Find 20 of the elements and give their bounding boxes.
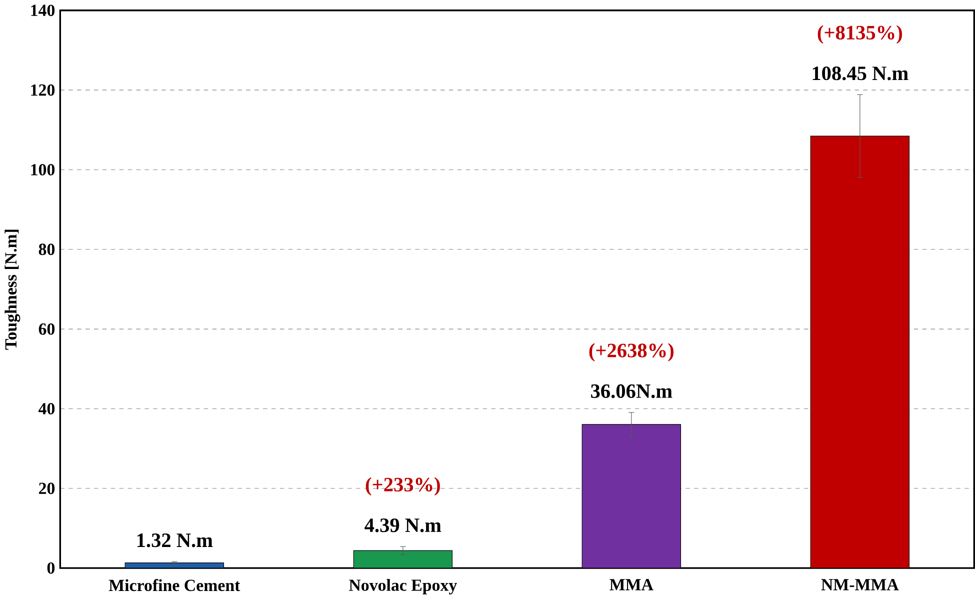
data-label: 1.32 N.m bbox=[137, 533, 213, 548]
x-tick-label: Microfine Cement bbox=[108, 578, 240, 592]
y-tick-label: 140 bbox=[31, 4, 55, 16]
x-tick-label: Novolac Epoxy bbox=[349, 578, 457, 594]
annotation: (+8135%) bbox=[818, 25, 902, 44]
y-tick-label: 40 bbox=[38, 402, 55, 414]
y-axis-title: Toughness [N.m] bbox=[4, 230, 20, 350]
y-tick-label: 60 bbox=[38, 323, 55, 335]
y-tick-label: 100 bbox=[31, 164, 55, 176]
y-tick-label: 80 bbox=[38, 244, 55, 256]
y-tick-label: 20 bbox=[38, 482, 55, 494]
data-label: 4.39 N.m bbox=[364, 518, 442, 532]
y-tick-label: 120 bbox=[31, 84, 55, 96]
x-tick-label: NM-MMA bbox=[821, 578, 899, 590]
x-tick-label: MMA bbox=[610, 578, 654, 590]
data-label: 108.45 N.m bbox=[812, 66, 908, 80]
annotation: (+233%) bbox=[366, 477, 440, 496]
annotation: (+2638%) bbox=[589, 343, 674, 362]
y-tick-label: 0 bbox=[47, 562, 55, 574]
data-label: 36.06N.m bbox=[591, 384, 672, 398]
